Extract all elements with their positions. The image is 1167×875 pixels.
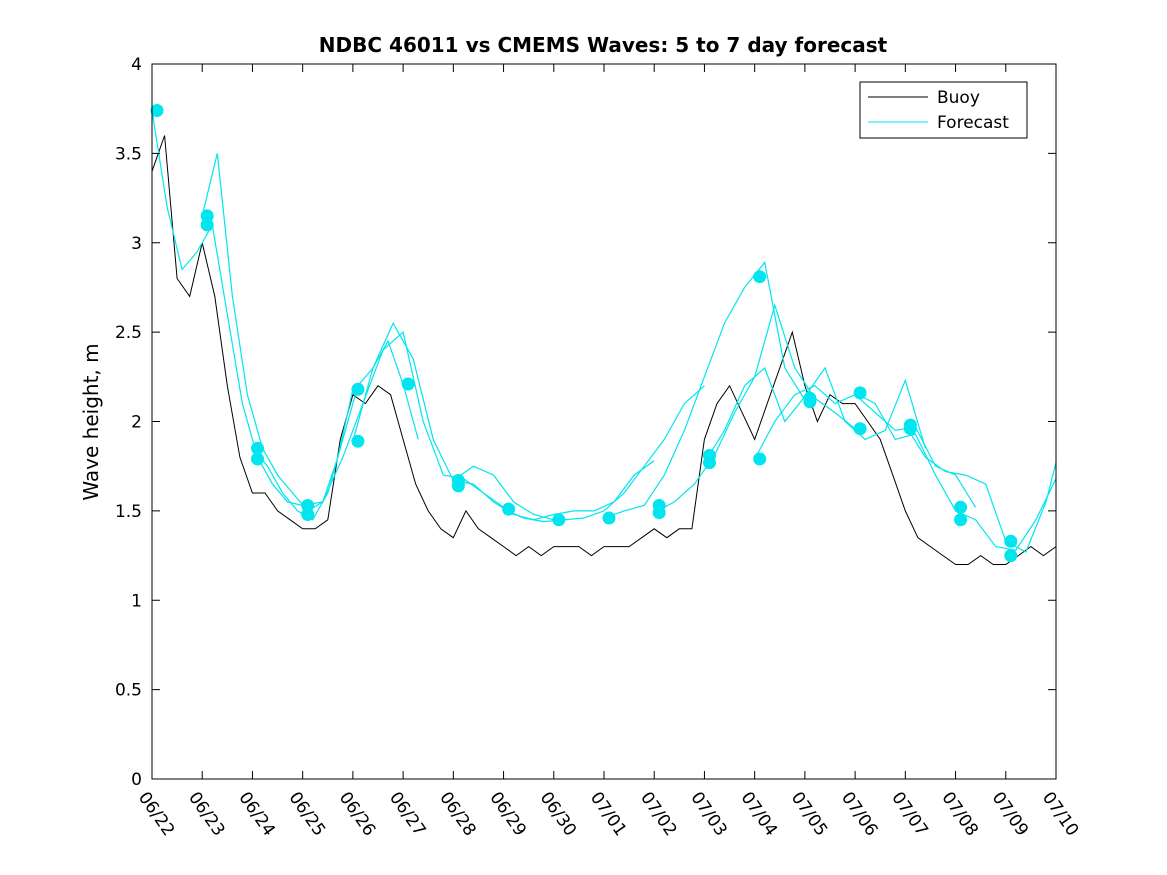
forecast-marker-0: [150, 104, 164, 117]
y-tick-label: 0.5: [115, 681, 142, 701]
y-tick-label: 3.5: [115, 144, 142, 164]
chart-title: NDBC 46011 vs CMEMS Waves: 5 to 7 day fo…: [319, 33, 888, 57]
y-tick-label: 1.5: [115, 502, 142, 522]
legend: Buoy Forecast: [859, 81, 1028, 139]
forecast-marker-26: [903, 422, 917, 436]
forecast-marker-19: [753, 270, 767, 284]
forecast-marker-4: [251, 452, 264, 466]
x-tick-label: 06/22: [134, 788, 178, 840]
y-tick-label: 4: [131, 55, 142, 75]
y-tick-label: 3: [131, 234, 142, 254]
series-line-forecast-run-7: [603, 261, 806, 519]
forecast-marker-28: [954, 513, 968, 527]
x-tick-label: 06/26: [335, 788, 379, 840]
y-tick-label: 2.5: [115, 323, 142, 343]
series-line-forecast-run-12: [904, 424, 1057, 553]
x-tick-label: 06/24: [234, 788, 278, 840]
x-tick-label: 07/06: [837, 788, 881, 840]
forecast-marker-22: [803, 395, 817, 409]
forecast-marker-16: [652, 506, 666, 520]
series-line-forecast-run-0: [151, 110, 303, 507]
series-line-forecast-run-9: [703, 366, 926, 463]
series-line-forecast-run-2: [251, 339, 419, 521]
forecast-marker-7: [351, 382, 365, 396]
forecast-marker-30: [1004, 549, 1018, 563]
forecast-marker-6: [301, 508, 315, 521]
x-tick-label: 07/07: [887, 788, 931, 840]
y-axis: 0 0.5 1 1.5 2 2.5 3 3.5 4: [115, 55, 1056, 790]
x-tick-label: 07/01: [586, 788, 630, 840]
x-tick-label: 06/23: [184, 788, 228, 840]
forecast-marker-23: [853, 386, 867, 400]
series-line-forecast-run-1: [201, 153, 354, 512]
x-tick-label: 07/02: [636, 788, 680, 840]
forecast-marker-14: [602, 511, 616, 525]
y-tick-label: 2: [131, 413, 142, 433]
forecast-marker-2: [200, 218, 214, 232]
forecast-marker-20: [753, 452, 767, 466]
legend-label-forecast: Forecast: [937, 113, 1009, 133]
series-line-forecast-run-6: [503, 385, 705, 523]
plot-area: [150, 63, 1057, 780]
y-axis-label: Wave height, m: [79, 343, 103, 500]
forecast-marker-24: [853, 422, 867, 436]
forecast-marker-29: [1004, 534, 1018, 548]
series-line-forecast-run-10: [754, 384, 977, 508]
x-tick-label: 07/05: [787, 788, 831, 840]
forecast-marker-1: [200, 209, 214, 223]
forecast-marker-18: [703, 456, 716, 470]
forecast-marker-27: [954, 500, 968, 514]
legend-label-buoy: Buoy: [937, 88, 980, 108]
y-tick-label: 0: [131, 770, 142, 790]
x-tick-label: 07/03: [686, 788, 730, 840]
forecast-marker-5: [301, 499, 315, 512]
plot-background: [152, 64, 1056, 779]
x-tick-label: 06/30: [536, 788, 580, 840]
x-tick-label: 06/29: [485, 788, 529, 840]
forecast-marker-9: [401, 377, 415, 391]
legend-box: [859, 81, 1028, 139]
x-tick-label: 06/27: [385, 788, 429, 840]
x-tick-label: 07/09: [988, 788, 1032, 840]
x-tick-label: 06/25: [285, 788, 329, 840]
forecast-marker-8: [351, 434, 365, 448]
series-line-forecast-run-5: [453, 460, 655, 521]
forecast-marker-13: [552, 513, 566, 527]
x-tick-label: 06/28: [435, 788, 479, 840]
series-line-buoy: [151, 135, 1057, 565]
x-tick-label: 07/08: [937, 788, 981, 840]
forecast-marker-12: [502, 502, 516, 516]
y-tick-label: 1: [131, 591, 142, 611]
x-tick-label: 07/10: [1038, 788, 1082, 840]
forecast-marker-3: [251, 441, 264, 455]
forecast-marker-11: [451, 479, 465, 493]
x-tick-label: 07/04: [737, 788, 781, 840]
